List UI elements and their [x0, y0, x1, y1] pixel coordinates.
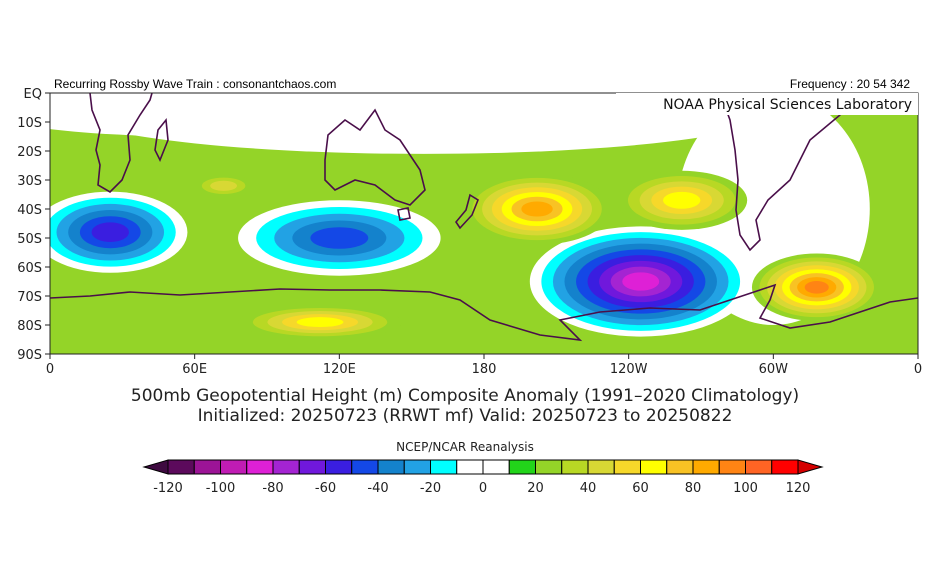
- lat-tick-label: EQ: [24, 87, 42, 102]
- anomaly-contour: [91, 222, 129, 243]
- colorbar-swatch: [613, 459, 641, 475]
- colorbar-swatch: [377, 459, 405, 475]
- frequency-text: Frequency : 20 54 342: [789, 77, 910, 91]
- colorbar-swatch: [692, 459, 720, 475]
- map-subtitle: Initialized: 20250723 (RRWT mf) Valid: 2…: [197, 406, 733, 426]
- colorbar-swatch: [430, 459, 458, 475]
- anomaly-contour: [296, 317, 344, 328]
- colorbar-label: -120: [153, 481, 183, 496]
- neutral-region: [62, 93, 786, 154]
- anomaly-contour: [804, 281, 829, 294]
- colorbar-swatch: [508, 459, 536, 475]
- neutral-region: [785, 0, 930, 64]
- colorbar-label: 60: [632, 481, 649, 496]
- colorbar-swatch: [561, 459, 589, 475]
- lat-tick-label: 20S: [17, 145, 42, 160]
- colorbar-label: -40: [367, 481, 388, 496]
- lon-tick-label: 0: [914, 362, 922, 377]
- antarctica-coast: [50, 283, 918, 342]
- colorbar-label: 20: [527, 481, 544, 496]
- colorbar-swatch: [246, 459, 274, 475]
- latitude-axis: EQ 10S 20S 30S 40S 50S 60S 70S 80S 90S: [17, 87, 50, 363]
- colorbar-swatch: [167, 459, 195, 475]
- colorbar-swatch: [718, 459, 746, 475]
- colorbar-swatch: [403, 459, 431, 475]
- lon-tick-label: 180: [472, 362, 497, 377]
- colorbar-swatch: [771, 459, 799, 475]
- colorbar-swatch: [482, 459, 510, 475]
- lat-tick-label: 60S: [17, 261, 42, 276]
- colorbar-swatch: [298, 459, 326, 475]
- colorbar-swatch: [220, 459, 248, 475]
- colorbar-swatch: [193, 459, 221, 475]
- colorbar-swatch: [272, 459, 300, 475]
- australia-coast: [324, 108, 426, 206]
- colorbar-label: 120: [786, 481, 811, 496]
- lat-tick-label: 70S: [17, 290, 42, 305]
- colorbar-label: -20: [420, 481, 441, 496]
- lon-tick-label: 60E: [182, 362, 207, 377]
- madagascar-coast: [154, 117, 169, 162]
- lat-tick-label: 50S: [17, 232, 42, 247]
- lon-tick-label: 120W: [610, 362, 648, 377]
- anomaly-contour: [210, 180, 238, 191]
- colorbar-label: 100: [733, 481, 758, 496]
- new-zealand-coast: [455, 193, 479, 230]
- colorbar-swatch: [456, 459, 484, 475]
- colorbar-under-triangle: [142, 459, 169, 475]
- longitude-axis: 0 60E 120E 180 120W 60W 0: [46, 354, 922, 377]
- header-left-text: Recurring Rossby Wave Train : consonantc…: [54, 77, 337, 91]
- colorbar-over-triangle: [797, 459, 824, 475]
- colorbar-title: NCEP/NCAR Reanalysis: [396, 440, 534, 454]
- colorbar-swatch: [666, 459, 694, 475]
- colorbar-swatch: [325, 459, 353, 475]
- africa-coast: [89, 93, 153, 194]
- lon-tick-label: 120E: [323, 362, 356, 377]
- map-title: 500mb Geopotential Height (m) Composite …: [130, 386, 800, 406]
- colorbar-swatch: [745, 459, 773, 475]
- colorbar-label: -60: [315, 481, 336, 496]
- anomaly-contour: [521, 201, 553, 217]
- colorbar-swatch: [640, 459, 668, 475]
- lon-tick-label: 0: [46, 362, 54, 377]
- lat-tick-label: 10S: [17, 116, 42, 131]
- colorbar-label: 0: [479, 481, 487, 496]
- tasmania-coast: [397, 207, 411, 221]
- lat-tick-label: 30S: [17, 174, 42, 189]
- colorbar-swatch: [587, 459, 615, 475]
- anomaly-contour: [310, 227, 369, 249]
- colorbar-swatch: [351, 459, 379, 475]
- colorbar: -120 -100 -80 -60 -40 -20 0 20 40 60 80 100 120: [142, 459, 824, 496]
- anomaly-contour: [663, 191, 701, 209]
- coastlines: [50, 93, 918, 342]
- south-america-coast: [719, 93, 851, 252]
- colorbar-label: -100: [206, 481, 236, 496]
- lat-tick-label: 40S: [17, 203, 42, 218]
- lat-tick-label: 90S: [17, 348, 42, 363]
- lat-tick-label: 80S: [17, 319, 42, 334]
- colorbar-label: -80: [262, 481, 283, 496]
- anomaly-fill: [50, 0, 930, 354]
- anomaly-contour: [622, 272, 660, 291]
- colorbar-label: 80: [685, 481, 702, 496]
- noaa-credit: NOAA Physical Sciences Laboratory: [663, 97, 912, 113]
- colorbar-label: 40: [580, 481, 597, 496]
- credit-box: [616, 93, 918, 115]
- colorbar-swatch: [535, 459, 563, 475]
- lon-tick-label: 60W: [759, 362, 789, 377]
